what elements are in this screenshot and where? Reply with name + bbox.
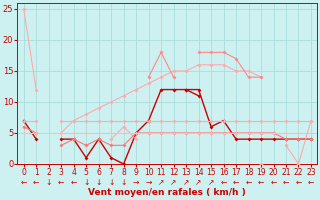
Text: ←: ← (283, 178, 289, 187)
Text: ←: ← (20, 178, 27, 187)
Text: ←: ← (245, 178, 252, 187)
Text: ↓: ↓ (45, 178, 52, 187)
Text: ↗: ↗ (158, 178, 164, 187)
Text: ←: ← (233, 178, 239, 187)
Text: ↗: ↗ (183, 178, 189, 187)
Text: ←: ← (58, 178, 64, 187)
Text: ↓: ↓ (108, 178, 114, 187)
Text: ←: ← (220, 178, 227, 187)
X-axis label: Vent moyen/en rafales ( km/h ): Vent moyen/en rafales ( km/h ) (88, 188, 246, 197)
Text: ↗: ↗ (170, 178, 177, 187)
Text: ↗: ↗ (208, 178, 214, 187)
Text: ←: ← (70, 178, 77, 187)
Text: ←: ← (308, 178, 314, 187)
Text: ←: ← (270, 178, 277, 187)
Text: ↓: ↓ (120, 178, 127, 187)
Text: ←: ← (33, 178, 39, 187)
Text: ↓: ↓ (83, 178, 89, 187)
Text: →: → (145, 178, 152, 187)
Text: →: → (133, 178, 139, 187)
Text: ↓: ↓ (95, 178, 102, 187)
Text: ←: ← (258, 178, 264, 187)
Text: ↗: ↗ (196, 178, 202, 187)
Text: ←: ← (295, 178, 302, 187)
